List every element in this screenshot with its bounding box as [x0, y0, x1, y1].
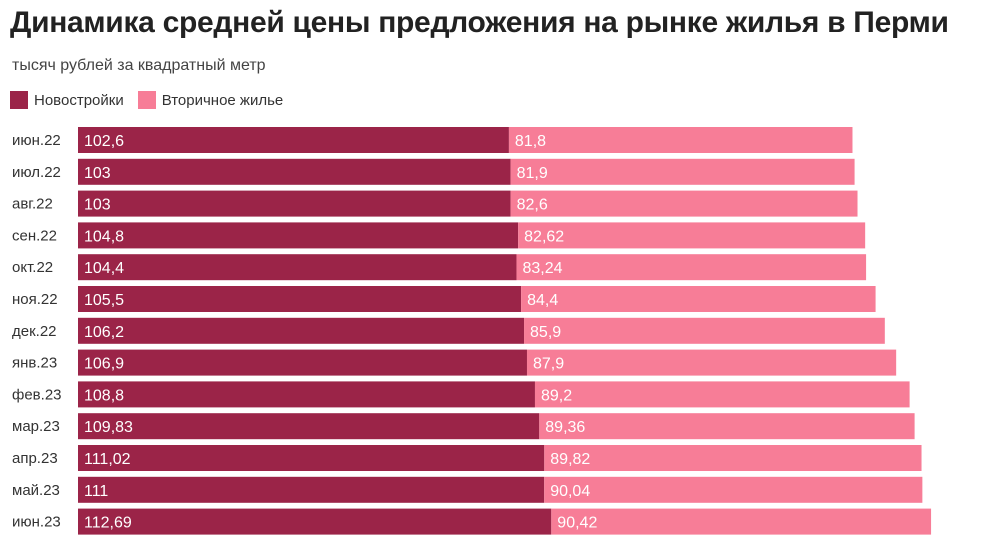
- bar-secondary-housing: [539, 413, 915, 440]
- data-label-secondary-housing: 82,62: [524, 228, 564, 245]
- data-label-secondary-housing: 82,6: [517, 197, 548, 214]
- bar-new-buildings: [78, 476, 545, 503]
- bar-secondary-housing: [544, 445, 922, 471]
- legend-label-new-buildings: Новостройки: [34, 91, 124, 109]
- data-label-new-buildings: 111,02: [84, 451, 131, 468]
- legend-swatch-secondary-housing: [137, 91, 156, 109]
- category-label: окт.22: [12, 259, 53, 276]
- bar-secondary-housing: [521, 286, 876, 312]
- bar-secondary-housing: [518, 222, 866, 249]
- bar-row-ноя.22: ноя.22 105,5 84,4: [12, 286, 876, 312]
- bar-secondary-housing: [524, 317, 885, 344]
- bar-new-buildings: [78, 127, 509, 153]
- data-label-new-buildings: 108,8: [84, 387, 124, 404]
- bar-row-июн.22: июн.22 102,6 81,8: [12, 127, 853, 153]
- data-label-new-buildings: 103: [84, 165, 111, 182]
- chart-legend: Новостройки Вторичное жилье: [10, 91, 297, 109]
- category-label: июл.22: [12, 164, 61, 181]
- bar-new-buildings: [78, 286, 522, 312]
- data-label-secondary-housing: 89,82: [550, 451, 590, 468]
- bar-row-апр.23: апр.23 111,02 89,82: [12, 445, 922, 471]
- chart-subtitle: тысяч рублей за квадратный метр: [12, 57, 266, 74]
- chart-title: Динамика средней цены предложения на рын…: [10, 6, 949, 39]
- legend-item-secondary-housing: Вторичное жилье: [137, 91, 284, 109]
- bar-secondary-housing: [526, 349, 897, 376]
- category-label: июн.23: [12, 514, 61, 531]
- bar-new-buildings: [78, 413, 540, 440]
- bar-new-buildings: [78, 222, 519, 249]
- bar-row-окт.22: окт.22 104,4 83,24: [12, 254, 867, 281]
- bar-new-buildings: [78, 254, 517, 281]
- category-label: июн.22: [12, 132, 61, 149]
- data-label-new-buildings: 112,69: [84, 515, 132, 532]
- bar-secondary-housing: [534, 381, 910, 408]
- bar-row-июн.23: июн.23 112,69 90,42: [12, 508, 932, 535]
- bar-row-янв.23: янв.23 106,9 87,9: [12, 349, 897, 376]
- category-label: сен.22: [12, 227, 57, 244]
- bar-new-buildings: [78, 317, 525, 344]
- bar-row-фев.23: фев.23 108,8 89,2: [12, 381, 910, 408]
- bar-new-buildings: [78, 190, 511, 217]
- bar-secondary-housing: [510, 158, 855, 185]
- data-label-new-buildings: 103: [84, 197, 111, 214]
- data-label-secondary-housing: 81,9: [517, 165, 548, 182]
- category-label: дек.22: [12, 323, 57, 340]
- category-label: янв.23: [12, 355, 57, 372]
- category-label: авг.22: [12, 196, 53, 213]
- category-label: ноя.22: [12, 291, 58, 308]
- bar-new-buildings: [78, 349, 527, 376]
- data-label-new-buildings: 109,83: [84, 419, 133, 436]
- data-label-secondary-housing: 89,2: [541, 387, 572, 404]
- data-label-secondary-housing: 83,24: [522, 260, 562, 277]
- category-label: фев.23: [12, 386, 62, 403]
- data-label-new-buildings: 111: [84, 483, 108, 500]
- data-label-new-buildings: 104,8: [84, 228, 124, 245]
- data-label-new-buildings: 106,9: [84, 356, 124, 373]
- legend-swatch-new-buildings: [10, 91, 28, 109]
- bar-new-buildings: [78, 445, 545, 471]
- data-label-new-buildings: 104,4: [84, 260, 124, 277]
- bar-secondary-housing: [551, 508, 932, 535]
- bar-new-buildings: [78, 508, 552, 535]
- bar-row-июл.22: июл.22 103 81,9: [12, 158, 855, 185]
- bar-new-buildings: [78, 381, 535, 408]
- data-label-new-buildings: 102,6: [84, 133, 124, 150]
- category-label: май.23: [12, 482, 60, 499]
- data-label-secondary-housing: 84,4: [527, 292, 558, 309]
- bar-secondary-housing: [508, 127, 853, 153]
- data-label-secondary-housing: 85,9: [530, 324, 561, 341]
- bar-row-сен.22: сен.22 104,8 82,62: [12, 222, 866, 249]
- data-label-secondary-housing: 89,36: [545, 419, 585, 436]
- data-label-new-buildings: 106,2: [84, 324, 124, 341]
- legend-label-secondary-housing: Вторичное жилье: [161, 91, 284, 109]
- data-label-secondary-housing: 87,9: [533, 356, 564, 373]
- bar-row-мар.23: мар.23 109,83 89,36: [12, 413, 915, 440]
- bar-row-дек.22: дек.22 106,2 85,9: [12, 317, 885, 344]
- category-label: мар.23: [12, 418, 60, 435]
- bar-secondary-housing: [516, 254, 867, 281]
- bar-new-buildings: [78, 158, 511, 185]
- bar-secondary-housing: [510, 190, 858, 217]
- data-label-secondary-housing: 81,8: [515, 133, 546, 150]
- bar-row-май.23: май.23 111 90,04: [12, 476, 923, 503]
- legend-item-new-buildings: Новостройки: [10, 91, 124, 109]
- bar-secondary-housing: [544, 476, 923, 503]
- data-label-secondary-housing: 90,04: [550, 483, 590, 500]
- category-label: апр.23: [12, 450, 58, 467]
- data-label-new-buildings: 105,5: [84, 292, 124, 309]
- data-label-secondary-housing: 90,42: [557, 515, 597, 532]
- bar-row-авг.22: авг.22 103 82,6: [12, 190, 858, 217]
